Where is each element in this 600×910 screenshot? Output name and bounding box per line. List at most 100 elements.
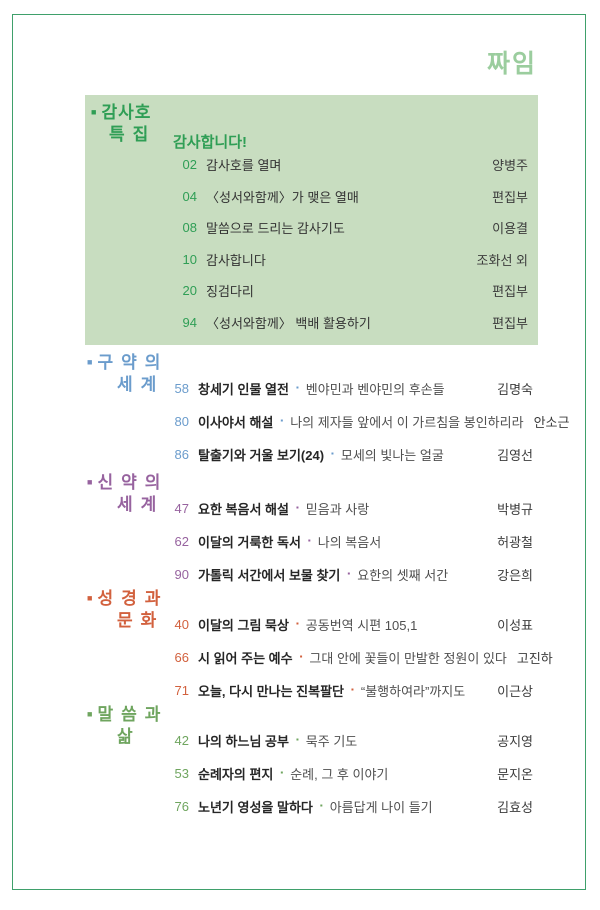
toc-entry: 08 말씀으로 드리는 감사기도 이용결 (175, 212, 528, 244)
separator-bullet-icon: ▪ (347, 569, 351, 578)
entry-title: 징검다리 (206, 284, 254, 300)
entry-title: 〈성서와함께〉가 맺은 열매 (206, 189, 359, 205)
separator-bullet-icon: ▪ (295, 503, 299, 512)
entry-page-number: 20 (182, 283, 197, 299)
separator-bullet-icon: ▪ (295, 735, 299, 744)
entry-title: 감사합니다 (206, 252, 266, 268)
section-name-line2: 세계 (117, 495, 165, 515)
magazine-logo: 짜임 (486, 50, 537, 78)
toc-section: ■ 구약의 세계 58 창세기 인물 열전 ▪ 벤야민과 벤야민의 후손들 김명숙 80 이사야서… (85, 352, 570, 477)
toc-entry: 86 탈출기와 거울 보기(24) ▪ 모세의 빛나는 얼굴 김영선 (167, 438, 533, 471)
section-items-list: 47 요한 복음서 해설 ▪ 믿음과 사랑 박병규 62 이달의 거룩한 독서 ▪ 나의 복음서… (167, 492, 533, 591)
entry-text: 오늘, 다시 만나는 진복팔단 ▪ “불행하여라”까지도 (198, 681, 465, 700)
section-name-text: 말씀과 (97, 705, 169, 724)
entry-text: 가톨릭 서간에서 보물 찾기 ▪ 요한의 셋째 서간 (198, 565, 448, 584)
section-name-line2: 문화 (117, 611, 165, 631)
toc-entry: 80 이사야서 해설 ▪ 나의 제자들 앞에서 이 가르침을 봉인하리라 안소근 (167, 405, 570, 438)
entry-page-number: 94 (182, 314, 197, 330)
entry-page-number: 40 (174, 617, 189, 632)
separator-bullet-icon: ▪ (280, 416, 284, 425)
toc-section: ■ 신약의 세계 47 요한 복음서 해설 ▪ 믿음과 사랑 박병규 62 이달의 거룩한 독서 ▪… (85, 472, 538, 597)
entry-author: 편집부 (492, 284, 528, 300)
section-bullet-icon: ■ (87, 709, 93, 719)
entry-page-number: 04 (182, 188, 197, 204)
entry-subtitle: 벤야민과 벤야민의 후손들 (305, 382, 445, 397)
section-name-line1: ■ 성경과 (87, 588, 168, 610)
section-name-line2: 특집 (109, 125, 157, 145)
section-name-text: 구약의 (97, 353, 169, 372)
section-name-text: 신약의 (97, 473, 169, 492)
entry-author: 김영선 (497, 448, 533, 463)
page-border-frame (12, 14, 586, 890)
entry-author: 고진하 (516, 651, 553, 666)
entry-subtitle: “불행하여라”까지도 (360, 684, 466, 699)
entry-text: 요한 복음서 해설 ▪ 믿음과 사랑 (198, 499, 369, 518)
entry-author: 공지영 (497, 734, 533, 749)
entry-title: 이달의 거룩한 독서 (198, 535, 301, 550)
entry-text: 순례자의 편지 ▪ 순례, 그 후 이야기 (198, 764, 388, 783)
entry-subtitle: 묵주 기도 (305, 734, 358, 749)
entry-subtitle: 그대 안에 꽃들이 만발한 정원이 있다 (309, 651, 507, 666)
section-bullet-icon: ■ (87, 477, 93, 487)
entry-text: 이달의 거룩한 독서 ▪ 나의 복음서 (198, 532, 381, 551)
section-name-line2: 삶 (117, 727, 141, 747)
entry-text: 나의 하느님 공부 ▪ 묵주 기도 (198, 731, 357, 750)
entry-text: 감사합니다 (206, 250, 266, 269)
section-name-line1: ■ 구약의 (87, 352, 168, 374)
entry-text: 말씀으로 드리는 감사기도 (206, 218, 345, 237)
entry-subtitle: 나의 복음서 (317, 535, 382, 550)
entry-title: 요한 복음서 해설 (198, 502, 289, 517)
toc-entry: 71 오늘, 다시 만나는 진복팔단 ▪ “불행하여라”까지도 이근상 (167, 674, 533, 707)
entry-subtitle: 요한의 셋째 서간 (357, 568, 449, 583)
toc-entry: 94 〈성서와함께〉 백배 활용하기 편집부 (175, 307, 528, 339)
entry-text: 탈출기와 거울 보기(24) ▪ 모세의 빛나는 얼굴 (198, 445, 444, 464)
entry-title: 시 읽어 주는 예수 (198, 651, 293, 666)
entry-page-number: 62 (174, 534, 189, 549)
toc-entry: 53 순례자의 편지 ▪ 순례, 그 후 이야기 문지온 (167, 757, 533, 790)
entry-text: 이사야서 해설 ▪ 나의 제자들 앞에서 이 가르침을 봉인하리라 (198, 412, 524, 431)
entry-subtitle: 모세의 빛나는 얼굴 (340, 448, 444, 463)
entry-author: 이용결 (492, 221, 528, 237)
entry-title: 〈성서와함께〉 백배 활용하기 (206, 315, 371, 331)
section-items-list: 42 나의 하느님 공부 ▪ 묵주 기도 공지영 53 순례자의 편지 ▪ 순례, 그 후 이야… (167, 724, 533, 823)
special-feature-title: 감사합니다! (173, 134, 247, 151)
entry-page-number: 10 (182, 251, 197, 267)
toc-entry: 20 징검다리 편집부 (175, 275, 528, 307)
entry-subtitle: 순례, 그 후 이야기 (290, 767, 389, 782)
entry-author: 이성표 (497, 618, 533, 633)
section-name-text: 감사호 (101, 103, 152, 122)
toc-entry: 66 시 읽어 주는 예수 ▪ 그대 안에 꽃들이 만발한 정원이 있다 고진하 (167, 641, 553, 674)
entry-author: 강은희 (497, 568, 533, 583)
entry-title: 이사야서 해설 (198, 415, 274, 430)
separator-bullet-icon: ▪ (319, 801, 323, 810)
separator-bullet-icon: ▪ (307, 536, 311, 545)
entry-page-number: 90 (174, 567, 189, 582)
separator-bullet-icon: ▪ (295, 383, 299, 392)
toc-entry: 58 창세기 인물 열전 ▪ 벤야민과 벤야민의 후손들 김명숙 (167, 372, 533, 405)
toc-entry: 42 나의 하느님 공부 ▪ 묵주 기도 공지영 (167, 724, 533, 757)
section-items-list: 58 창세기 인물 열전 ▪ 벤야민과 벤야민의 후손들 김명숙 80 이사야서 해설 ▪ 나의… (167, 372, 570, 471)
entry-page-number: 53 (174, 766, 189, 781)
entry-subtitle: 믿음과 사랑 (305, 502, 370, 517)
toc-entry: 90 가톨릭 서간에서 보물 찾기 ▪ 요한의 셋째 서간 강은희 (167, 558, 533, 591)
entry-page-number: 42 (174, 733, 189, 748)
entry-page-number: 58 (174, 381, 189, 396)
toc-entry: 40 이달의 그림 묵상 ▪ 공동번역 시편 105,1 이성표 (167, 608, 533, 641)
entry-page-number: 08 (182, 220, 197, 236)
toc-section: ■ 말씀과 삶 42 나의 하느님 공부 ▪ 묵주 기도 공지영 53 순례자의 편지 ▪ 순례, 그… (85, 704, 538, 829)
toc-entry: 62 이달의 거룩한 독서 ▪ 나의 복음서 허광철 (167, 525, 533, 558)
entry-text: 〈성서와함께〉가 맺은 열매 (206, 187, 359, 206)
entry-page-number: 86 (174, 447, 189, 462)
entry-author: 문지온 (497, 767, 533, 782)
entry-text: 이달의 그림 묵상 ▪ 공동번역 시편 105,1 (198, 615, 417, 634)
section-heading: ■ 성경과 문화 (87, 588, 168, 632)
separator-bullet-icon: ▪ (295, 619, 299, 628)
toc-entry: 10 감사합니다 조화선 외 (175, 244, 528, 276)
entry-text: 징검다리 (206, 281, 254, 300)
entry-page-number: 76 (174, 799, 189, 814)
entry-author: 이근상 (497, 684, 533, 699)
special-section-heading: ■ 감사호 특집 (91, 102, 156, 146)
separator-bullet-icon: ▪ (299, 652, 303, 661)
